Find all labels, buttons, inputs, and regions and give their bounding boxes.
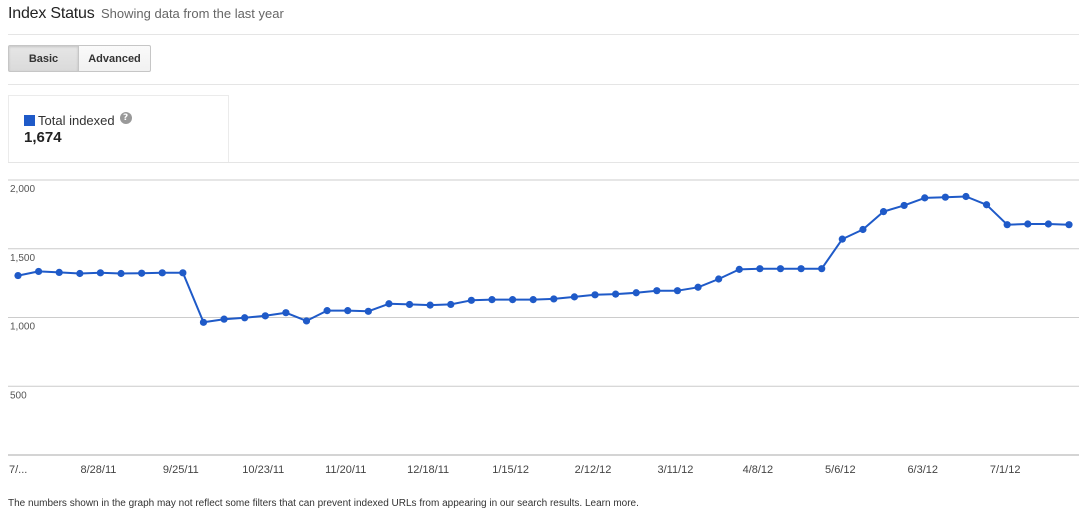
x-tick-label: 4/8/12 bbox=[743, 464, 774, 476]
data-point bbox=[859, 225, 867, 234]
page-header: Index Status Showing data from the last … bbox=[8, 5, 284, 25]
metric-divider bbox=[8, 162, 1079, 163]
data-point bbox=[323, 307, 331, 315]
x-tick-label: 11/20/11 bbox=[325, 464, 366, 476]
data-point bbox=[76, 269, 84, 278]
data-point bbox=[158, 269, 166, 277]
view-toggle: Basic Advanced bbox=[8, 45, 151, 72]
data-point bbox=[282, 309, 290, 317]
page-subtitle: Showing data from the last year bbox=[101, 6, 284, 21]
tab-advanced[interactable]: Advanced bbox=[79, 45, 151, 72]
y-tick-label: 1,500 bbox=[10, 253, 35, 264]
x-tick-label: 3/11/12 bbox=[658, 464, 694, 476]
data-point bbox=[426, 301, 434, 309]
data-point bbox=[55, 268, 63, 276]
footnote-text: The numbers shown in the graph may not r… bbox=[8, 498, 583, 509]
y-tick-label: 2,000 bbox=[10, 184, 35, 195]
legend-label: Total indexed bbox=[38, 113, 115, 128]
learn-more-link[interactable]: Learn more. bbox=[584, 498, 639, 509]
data-point bbox=[1003, 221, 1011, 229]
data-point bbox=[570, 293, 579, 301]
data-point bbox=[632, 289, 640, 297]
metric-value: 1,674 bbox=[24, 129, 62, 146]
data-point bbox=[179, 269, 187, 277]
data-point bbox=[921, 194, 929, 202]
data-point bbox=[96, 269, 105, 277]
data-point bbox=[467, 296, 475, 304]
y-tick-label: 500 bbox=[10, 390, 27, 401]
data-point bbox=[797, 265, 805, 273]
data-point bbox=[673, 287, 682, 295]
data-point bbox=[199, 318, 208, 326]
data-point bbox=[818, 265, 826, 273]
metric-summary: Total indexed ? 1,674 bbox=[8, 95, 229, 162]
data-point bbox=[241, 314, 249, 322]
data-point bbox=[385, 300, 393, 308]
data-point bbox=[653, 287, 661, 295]
data-point bbox=[612, 290, 620, 298]
data-point bbox=[261, 312, 269, 320]
data-point bbox=[488, 296, 496, 304]
x-tick-label: 5/6/12 bbox=[825, 464, 856, 476]
x-tick-label: 10/23/11 bbox=[242, 464, 284, 476]
series-line-total-indexed bbox=[17, 195, 1070, 324]
x-tick-label: 8/28/11 bbox=[80, 464, 116, 476]
x-tick-label: 1/15/12 bbox=[492, 464, 529, 476]
tab-basic[interactable]: Basic bbox=[8, 45, 79, 72]
data-point bbox=[220, 315, 228, 323]
data-point bbox=[962, 192, 970, 201]
data-point bbox=[1024, 220, 1032, 228]
data-point bbox=[838, 235, 846, 243]
data-point bbox=[447, 300, 455, 309]
data-point bbox=[735, 265, 743, 273]
header-divider bbox=[8, 34, 1079, 35]
data-point bbox=[508, 296, 517, 304]
footnote: The numbers shown in the graph may not r… bbox=[8, 498, 639, 509]
data-point bbox=[364, 307, 372, 315]
data-point bbox=[138, 269, 146, 277]
data-point bbox=[591, 291, 599, 299]
x-tick-label: 7/1/12 bbox=[990, 464, 1021, 476]
x-tick-label: 2/12/12 bbox=[575, 464, 612, 476]
data-point bbox=[344, 307, 352, 315]
data-point bbox=[405, 300, 414, 309]
x-tick-label: 9/25/11 bbox=[163, 464, 199, 476]
data-point bbox=[982, 201, 991, 209]
data-point bbox=[879, 208, 888, 216]
data-point bbox=[550, 295, 558, 303]
data-point bbox=[117, 269, 125, 278]
legend-row: Total indexed ? bbox=[24, 111, 132, 128]
data-point bbox=[941, 193, 949, 201]
data-point bbox=[529, 296, 537, 304]
question-mark-icon[interactable]: ? bbox=[119, 111, 132, 124]
data-point bbox=[1065, 221, 1073, 229]
x-tick-label: 6/3/12 bbox=[907, 464, 938, 476]
y-tick-label: 1,000 bbox=[10, 322, 35, 333]
legend-swatch bbox=[24, 115, 35, 126]
x-tick-label: 12/18/11 bbox=[407, 464, 449, 476]
data-point bbox=[302, 317, 311, 325]
data-point bbox=[14, 271, 22, 280]
data-point bbox=[715, 275, 723, 283]
x-tick-label: 7/... bbox=[9, 464, 27, 476]
page-title: Index Status bbox=[8, 5, 95, 22]
data-point bbox=[694, 283, 702, 291]
data-point bbox=[1044, 220, 1052, 228]
data-point bbox=[900, 201, 908, 210]
data-point bbox=[776, 265, 785, 273]
data-point bbox=[35, 267, 43, 276]
index-status-chart: 2,000 1,500 1,000 500 7/... 8/28/11 9/25/11 10/… bbox=[8, 179, 1079, 476]
tabs-divider bbox=[8, 84, 1079, 85]
data-point bbox=[756, 265, 764, 273]
